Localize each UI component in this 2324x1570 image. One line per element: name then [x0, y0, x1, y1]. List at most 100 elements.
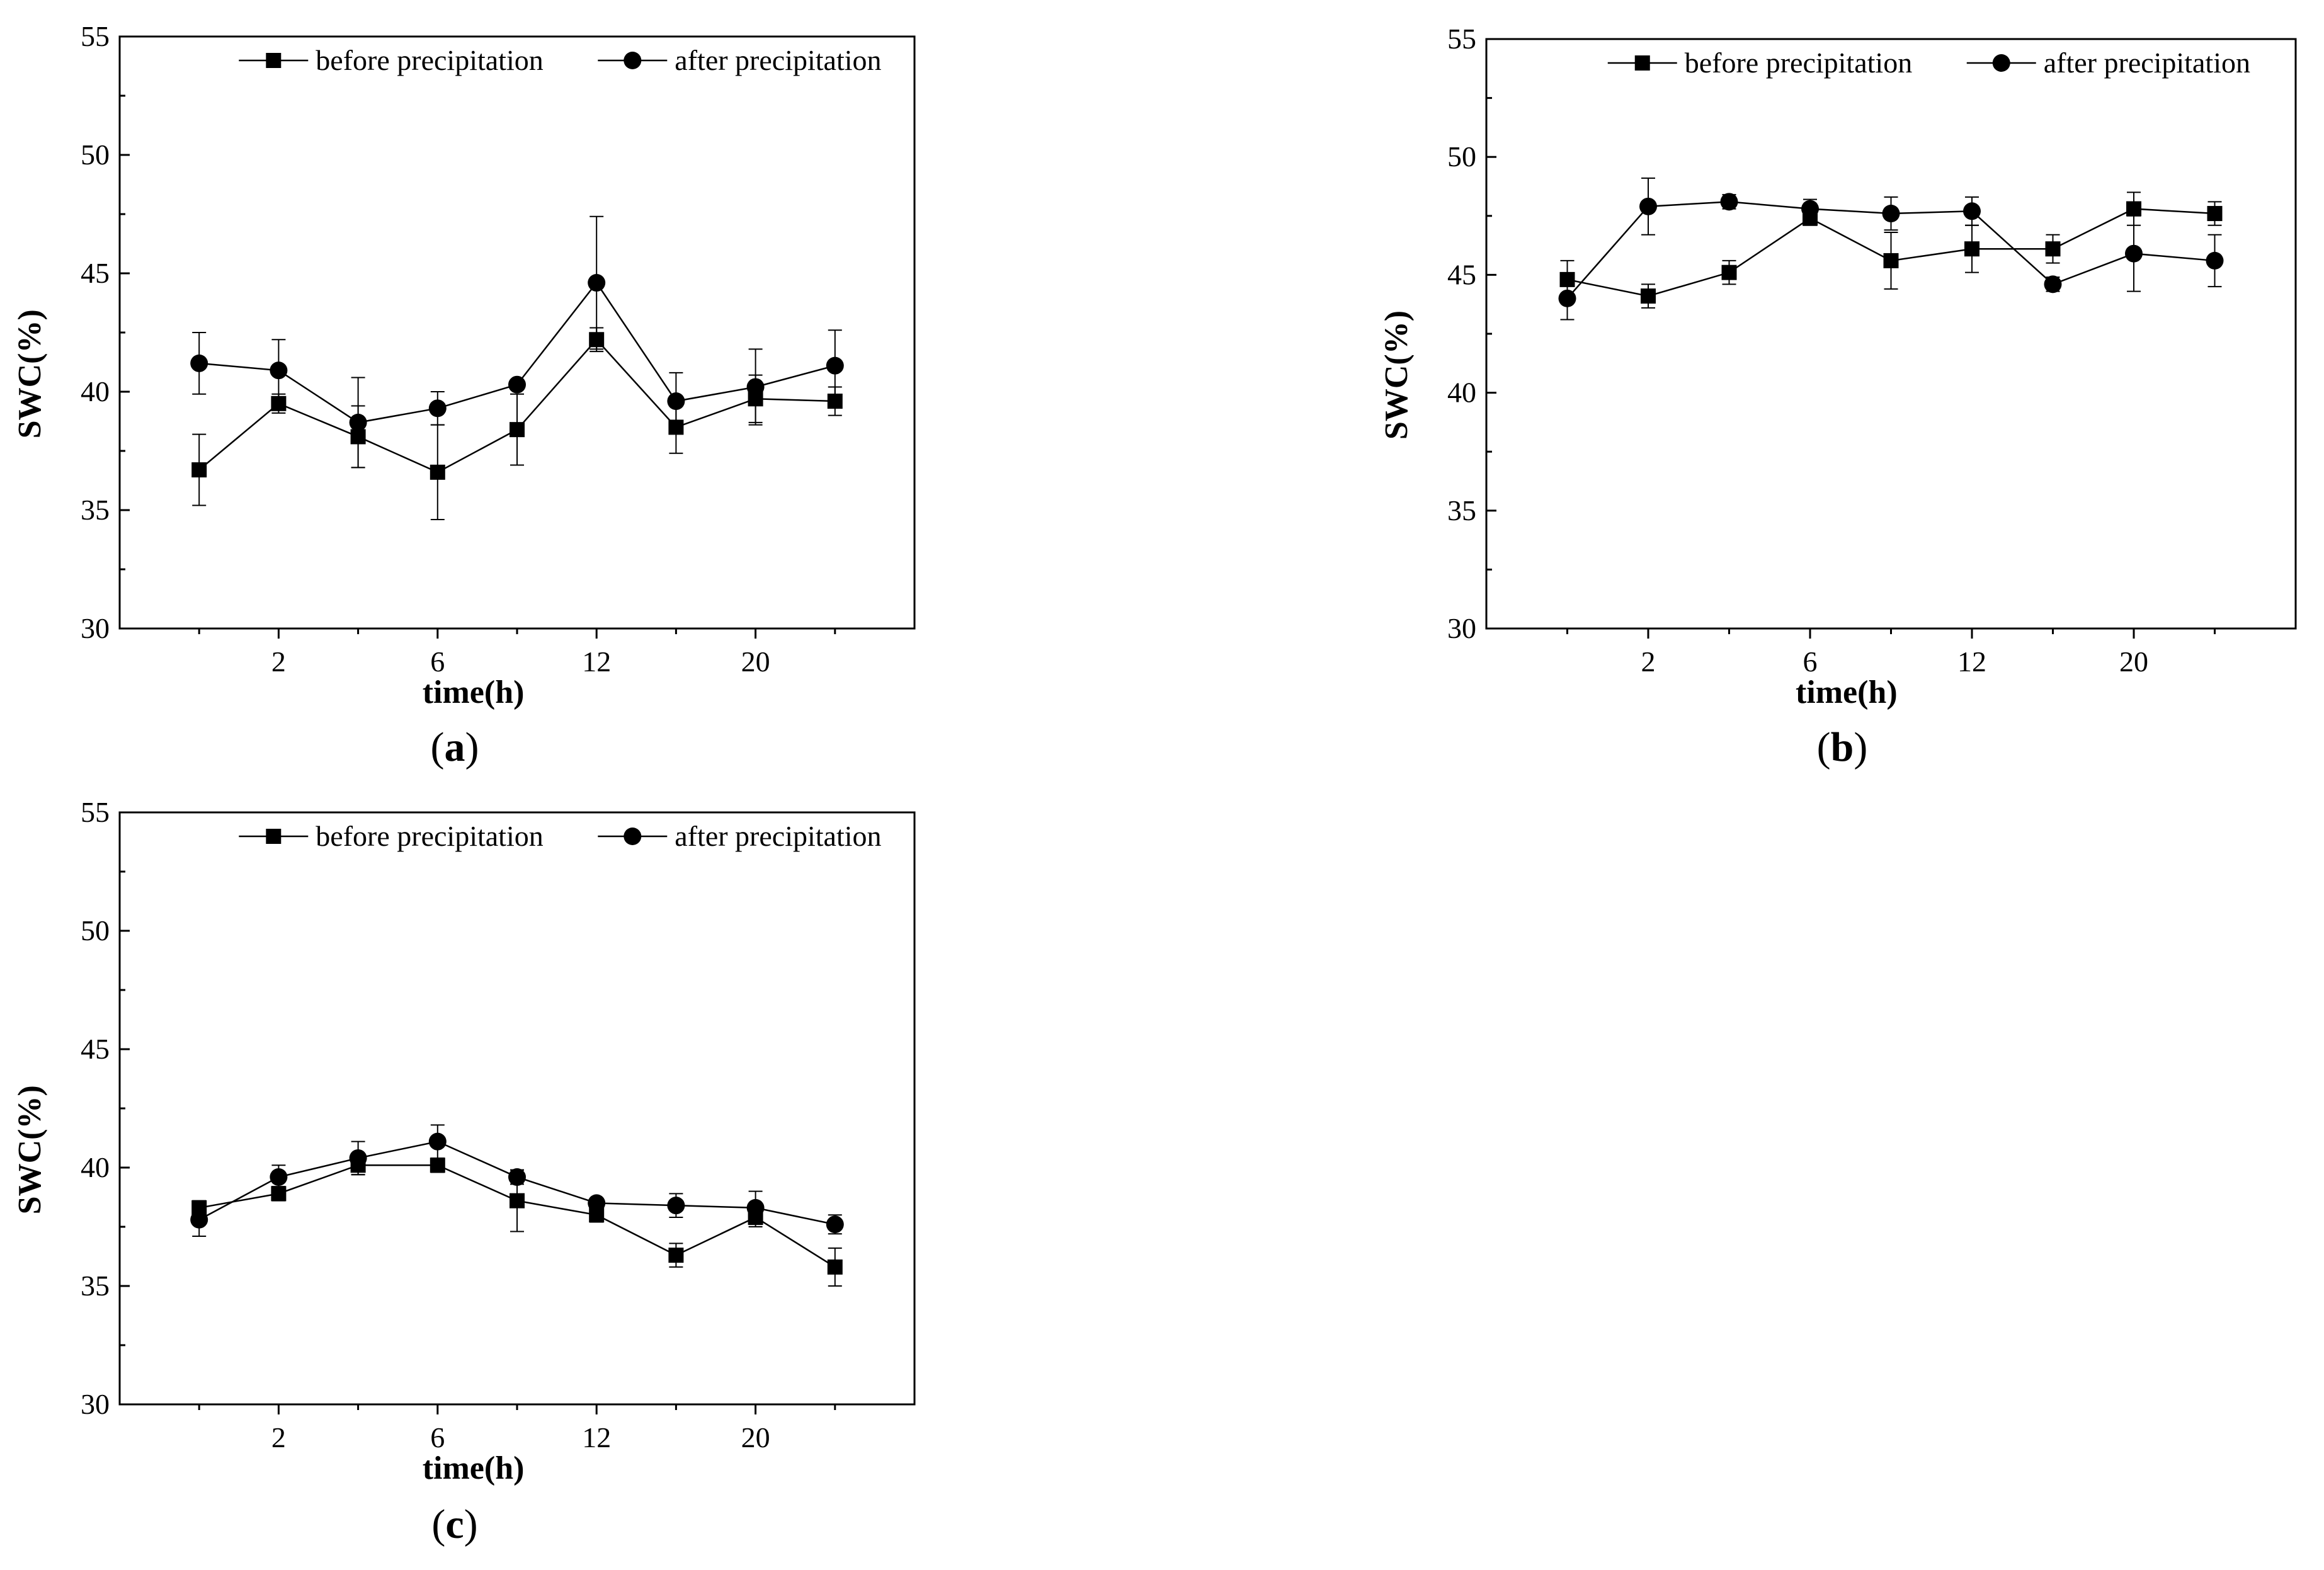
legend: before precipitation after precipitation — [1607, 47, 2250, 79]
data-point — [668, 1248, 684, 1263]
x-tick-label: 20 — [741, 646, 770, 678]
panel-label: (c) — [431, 1501, 477, 1547]
x-tick-label: 6 — [1803, 646, 1818, 678]
data-point — [1882, 205, 1900, 223]
series-after — [190, 215, 844, 469]
data-point — [428, 399, 447, 418]
data-point — [746, 378, 765, 396]
y-tick-label: 35 — [1447, 494, 1476, 526]
data-point — [2125, 244, 2143, 263]
legend-marker-square — [266, 829, 282, 844]
chart-panel-a: 30 35 40 45 50 55 2 6 12 20 time(h) SWC(%) before pr… — [12, 20, 916, 770]
data-point — [1964, 241, 1979, 257]
data-point — [430, 464, 445, 480]
chart-panel-b: 30 35 40 45 50 55 2 6 12 20 time(h) SWC(%) before pr… — [1379, 23, 2297, 770]
x-axis-title: time(h) — [423, 1450, 525, 1486]
y-tick-label: 55 — [1447, 23, 1476, 55]
legend-entry-label: before precipitation — [316, 44, 543, 76]
data-point — [588, 1194, 606, 1212]
x-tick-label: 12 — [582, 646, 611, 678]
x-tick-label: 2 — [271, 646, 286, 678]
data-point — [2207, 206, 2223, 222]
y-tick-label: 45 — [81, 1033, 110, 1065]
data-point — [1720, 193, 1738, 211]
y-tick-label: 40 — [81, 375, 110, 407]
y-tick-label: 30 — [1447, 612, 1476, 644]
data-point — [1883, 253, 1899, 268]
data-point — [190, 1210, 208, 1229]
y-tick-label: 40 — [1447, 377, 1476, 409]
data-point — [2044, 275, 2062, 293]
series-after — [190, 1124, 844, 1237]
series-after — [1558, 177, 2224, 321]
data-point — [510, 422, 525, 438]
legend-marker-circle — [624, 52, 642, 69]
data-point — [190, 354, 208, 372]
y-tick-label: 50 — [81, 139, 110, 171]
data-point — [2045, 241, 2061, 257]
x-tick-label: 12 — [1957, 646, 1986, 678]
legend-marker-circle — [1992, 54, 2010, 72]
data-point — [1641, 288, 1656, 304]
data-point — [1721, 265, 1737, 280]
legend-marker-square — [266, 53, 282, 68]
y-tick-label: 50 — [1447, 140, 1476, 173]
legend-entry-label: before precipitation — [316, 820, 543, 852]
legend: before precipitation after precipitation — [239, 44, 882, 76]
data-point — [191, 462, 207, 478]
chart-panel-c: 30 35 40 45 50 55 2 6 12 20 time(h) SWC(%) before pr… — [12, 796, 916, 1547]
y-tick-label: 45 — [1447, 258, 1476, 290]
x-tick-label: 6 — [430, 1421, 445, 1453]
y-tick-label: 55 — [81, 20, 110, 52]
y-axis-title: SWC(%) — [12, 1085, 48, 1214]
data-point — [667, 392, 685, 411]
legend-marker-square — [1634, 55, 1650, 71]
data-point — [826, 1215, 844, 1234]
x-tick-label: 20 — [2119, 646, 2148, 678]
y-tick-label: 35 — [81, 1270, 110, 1302]
legend-entry-label: after precipitation — [675, 44, 881, 76]
data-point — [1801, 200, 1819, 218]
data-point — [508, 1168, 526, 1186]
legend-entry-label: before precipitation — [1685, 47, 1912, 79]
y-tick-label: 55 — [81, 796, 110, 828]
data-point — [2206, 251, 2224, 270]
data-point — [746, 1198, 765, 1217]
legend: before precipitation after precipitation — [239, 820, 882, 852]
x-tick-label: 6 — [430, 646, 445, 678]
plot-frame — [1485, 38, 2297, 630]
y-tick-label: 45 — [81, 257, 110, 289]
data-point — [1639, 197, 1657, 215]
y-axis-title: SWC(%) — [12, 309, 48, 438]
x-axis-title: time(h) — [1796, 674, 1898, 710]
x-tick-label: 20 — [741, 1421, 770, 1453]
panel-label: (b) — [1817, 724, 1868, 770]
series-before — [1559, 191, 2223, 309]
data-point — [270, 361, 288, 380]
y-tick-label: 50 — [81, 914, 110, 947]
plot-frame — [118, 811, 916, 1406]
data-point — [510, 1193, 525, 1209]
x-tick-label: 12 — [582, 1421, 611, 1453]
y-tick-label: 35 — [81, 494, 110, 526]
data-point — [428, 1132, 447, 1151]
y-tick-label: 30 — [81, 1388, 110, 1420]
y-tick-label: 30 — [81, 612, 110, 644]
data-point — [270, 1168, 288, 1186]
x-tick-label: 2 — [271, 1421, 286, 1453]
legend-entry-label: after precipitation — [675, 820, 881, 852]
data-point — [1963, 202, 1981, 220]
legend-marker-circle — [624, 828, 642, 845]
y-axis-title: SWC(%) — [1379, 310, 1415, 440]
panel-label: (a) — [431, 724, 479, 770]
data-point — [827, 1259, 843, 1275]
data-point — [349, 1149, 367, 1167]
data-point — [1558, 289, 1576, 307]
series-before — [191, 327, 843, 521]
data-point — [508, 375, 526, 394]
x-tick-label: 2 — [1641, 646, 1656, 678]
legend-entry-label: after precipitation — [2044, 47, 2250, 79]
data-point — [2126, 201, 2141, 217]
data-point — [430, 1158, 445, 1173]
